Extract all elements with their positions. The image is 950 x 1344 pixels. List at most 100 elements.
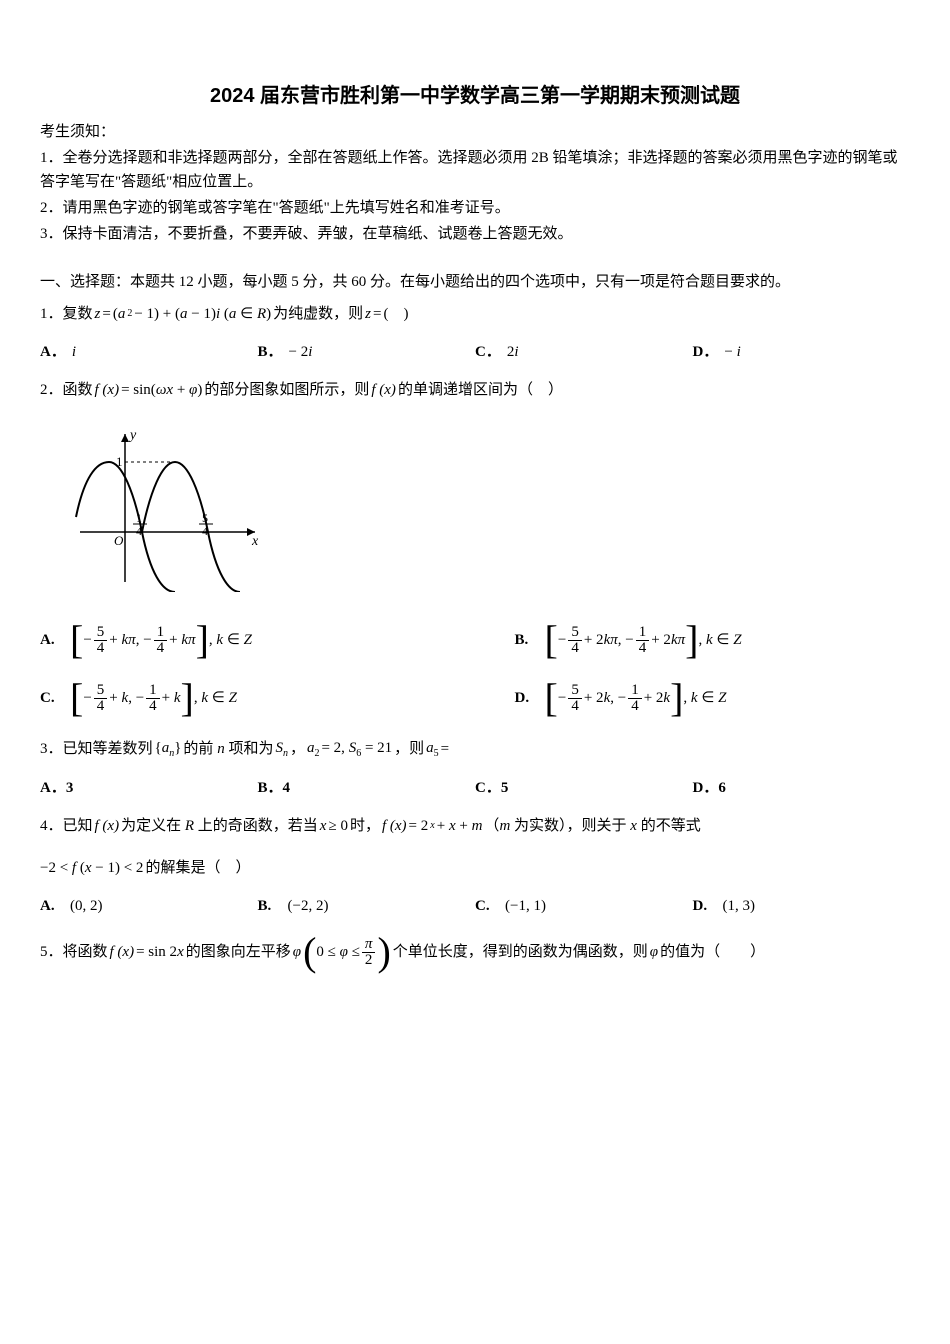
q1-body1: (a bbox=[113, 302, 126, 326]
q2-d-mid2: + 2k bbox=[644, 686, 670, 710]
q2-b-mid2: + 2kπ bbox=[651, 628, 685, 652]
q4-options: A. (0, 2) B. (−2, 2) C. (−1, 1) D. (1, 3… bbox=[40, 894, 910, 918]
q1-opt-c-label: C． bbox=[475, 340, 501, 364]
q4-opt-d: D. (1, 3) bbox=[693, 894, 911, 918]
q5-two: 2 bbox=[362, 953, 376, 968]
q2-neg-b1: − bbox=[558, 628, 566, 652]
q1-opt-b: B． − 2i bbox=[258, 340, 476, 364]
tick1-num: 1 bbox=[136, 511, 142, 525]
q2-d-d1: 4 bbox=[568, 699, 582, 714]
q3-opt-a: A．3 bbox=[40, 776, 258, 800]
q2-options-row1: A. [ − 54 + kπ, − 14 + kπ ] , k ∈ Z B. [… bbox=[40, 620, 910, 660]
label-O: O bbox=[114, 533, 124, 548]
q2-opt-b-label: B. bbox=[515, 628, 539, 652]
q5-pi: π bbox=[362, 937, 376, 953]
label-1: 1 bbox=[116, 454, 123, 469]
q3-set: {an} bbox=[155, 736, 182, 762]
q2-a-d2: 4 bbox=[154, 641, 168, 656]
notice-line-2: 2．请用黑色字迹的钢笔或答字笔在"答题纸"上先填写姓名和准考证号。 bbox=[40, 196, 910, 220]
q2-d-n1: 5 bbox=[568, 683, 582, 699]
label-y: y bbox=[128, 428, 137, 443]
q2-c-d2: 4 bbox=[146, 699, 160, 714]
q2-neg-a1: − bbox=[83, 628, 91, 652]
q4-opt-a: A. (0, 2) bbox=[40, 894, 258, 918]
q5-cond: 0 ≤ φ ≤ bbox=[316, 940, 360, 964]
q2-a-d1: 4 bbox=[94, 641, 108, 656]
q4-cond2: ≥ 0 bbox=[328, 814, 347, 838]
q5-mid2: 个单位长度，得到的函数为偶函数，则 bbox=[393, 940, 648, 964]
q2-options-row2: C. [ − 54 + k, − 14 + k ] , k ∈ Z D. [ −… bbox=[40, 678, 910, 718]
q2-a-n2: 1 bbox=[154, 625, 168, 641]
q4-ineq-row: −2 < f (x − 1) < 2 的解集是（ ） bbox=[40, 856, 910, 880]
q3-comma: ， bbox=[290, 737, 305, 761]
q2-opt-a-expr: [ − 54 + kπ, − 14 + kπ ] , k ∈ Z bbox=[70, 620, 252, 660]
q1-body2: − 1) + (a − 1)i (a ∈ R) bbox=[134, 302, 271, 326]
q3-opt-c-text: C．5 bbox=[475, 776, 508, 800]
q4-opt-b-label: B. bbox=[258, 894, 282, 918]
q4-fx2: f (x) bbox=[382, 814, 407, 838]
q3-opt-b-text: B．4 bbox=[258, 776, 291, 800]
q2-neg-c1: − bbox=[83, 686, 91, 710]
q2-neg-d1: − bbox=[558, 686, 566, 710]
q1-opt-c: C． 2i bbox=[475, 340, 693, 364]
label-x: x bbox=[251, 534, 259, 549]
q4-mid1: 为定义在 R 上的奇函数，若当 bbox=[121, 814, 318, 838]
q4-opt-c-val: (−1, 1) bbox=[505, 894, 546, 918]
q4-suffix: 的解集是（ ） bbox=[145, 856, 250, 880]
question-5: 5．将函数 f (x) = sin 2x 的图象向左平移 φ ( 0 ≤ φ ≤… bbox=[40, 932, 910, 972]
q2-opt-a-label: A. bbox=[40, 628, 64, 652]
q3-mid2: ，则 bbox=[394, 737, 424, 761]
q2-b-tail: , k ∈ Z bbox=[698, 628, 741, 652]
q2-b-d2: 4 bbox=[636, 641, 650, 656]
q3-a2: a2 bbox=[307, 736, 320, 762]
notice-header: 考生须知： bbox=[40, 120, 910, 144]
q4-plus: + x + m bbox=[437, 814, 483, 838]
q5-bracket: ( 0 ≤ φ ≤ π2 ) bbox=[303, 932, 391, 972]
q2-a-tail: , k ∈ Z bbox=[209, 628, 252, 652]
tick1-den: 4 bbox=[136, 524, 142, 538]
q1-opt-d-label: D． bbox=[693, 340, 719, 364]
q1-tail-eq: = bbox=[373, 302, 381, 326]
q2-opt-c: C. [ − 54 + k, − 14 + k ] , k ∈ Z bbox=[40, 678, 515, 718]
hidden2 bbox=[76, 462, 242, 592]
q5-prefix: 5．将函数 bbox=[40, 940, 108, 964]
q1-sup2: 2 bbox=[127, 306, 132, 322]
q4-mid3: （m 为实数），则关于 x 的不等式 bbox=[484, 814, 700, 838]
q3-a5: a5 bbox=[426, 736, 439, 762]
q2-opt-c-expr: [ − 54 + k, − 14 + k ] , k ∈ Z bbox=[70, 678, 237, 718]
q2-suffix: 的单调递增区间为（ ） bbox=[398, 378, 563, 402]
q3-opt-d-text: D．6 bbox=[693, 776, 726, 800]
q4-opt-d-label: D. bbox=[693, 894, 717, 918]
q1-tail-z: z bbox=[365, 302, 371, 326]
q2-fx2: f (x) bbox=[371, 378, 396, 402]
q2-opt-d: D. [ − 54 + 2k, − 14 + 2k ] , k ∈ Z bbox=[515, 678, 910, 718]
q3-mid1: 的前 n 项和为 bbox=[183, 737, 273, 761]
q2-a-mid2: + kπ bbox=[169, 628, 195, 652]
q4-fx: f (x) bbox=[95, 814, 120, 838]
q1-opt-d-val: − i bbox=[724, 340, 740, 364]
hidden3 bbox=[76, 514, 109, 592]
q2-a-mid1: + kπ, − bbox=[109, 628, 151, 652]
tick2-den: 4 bbox=[202, 524, 208, 538]
question-1: 1．复数 z = (a 2 − 1) + (a − 1)i (a ∈ R) 为纯… bbox=[40, 302, 910, 326]
q2-b-d1: 4 bbox=[568, 641, 582, 656]
q5-phi2: φ bbox=[650, 940, 658, 964]
q1-opt-c-val: 2i bbox=[507, 340, 519, 364]
q4-opt-b-val: (−2, 2) bbox=[288, 894, 329, 918]
q2-d-mid1: + 2k, − bbox=[584, 686, 626, 710]
q4-opt-b: B. (−2, 2) bbox=[258, 894, 476, 918]
q3-a2eq: = 2, S6 = 21 bbox=[321, 736, 392, 762]
exam-title: 2024 届东营市胜利第一中学数学高三第一学期期末预测试题 bbox=[40, 80, 910, 112]
y-arrow bbox=[121, 434, 129, 442]
q1-z: z bbox=[95, 302, 101, 326]
q4-mid2: 时， bbox=[350, 814, 380, 838]
q2-opt-b-expr: [ − 54 + 2kπ, − 14 + 2kπ ] , k ∈ Z bbox=[545, 620, 742, 660]
q2-d-d2: 4 bbox=[628, 699, 642, 714]
q5-phi: φ bbox=[293, 940, 301, 964]
hidden bbox=[76, 462, 242, 592]
q2-c-tail: , k ∈ Z bbox=[194, 686, 237, 710]
q1-opt-d: D． − i bbox=[693, 340, 911, 364]
q2-d-tail: , k ∈ Z bbox=[683, 686, 726, 710]
q2-b-mid1: + 2kπ, − bbox=[584, 628, 634, 652]
question-2: 2．函数 f (x) = sin(ωx + φ) 的部分图象如图所示，则 f (… bbox=[40, 378, 910, 402]
